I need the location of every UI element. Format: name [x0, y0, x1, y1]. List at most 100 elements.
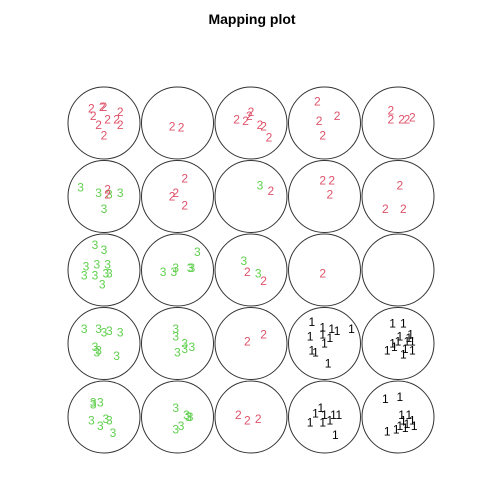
point-label: 2: [409, 111, 416, 125]
point-label: 1: [391, 340, 398, 354]
cell-r4-c2: 333 333: [141, 307, 214, 380]
point-label: 2: [242, 114, 249, 128]
point-label: 3: [187, 261, 194, 275]
point-label: 1: [319, 320, 326, 334]
point-label: 1: [336, 408, 343, 422]
point-label: 2: [233, 112, 240, 126]
point-label: 3: [187, 410, 194, 424]
point-label: 3: [117, 326, 124, 340]
point-label: 1: [400, 347, 407, 361]
point-label: 1: [319, 415, 326, 429]
point-label: 3: [88, 414, 95, 428]
point-label: 2: [117, 118, 124, 132]
point-label: 2: [387, 103, 394, 117]
point-label: 1: [325, 356, 332, 370]
point-label: 1: [396, 390, 403, 404]
point-label: 3: [172, 261, 179, 275]
point-label: 3: [181, 342, 188, 356]
point-label: 3: [172, 423, 179, 437]
point-label: 2: [396, 179, 403, 193]
point-label: 2: [267, 184, 274, 198]
point-label: 1: [411, 419, 418, 433]
point-label: 2: [99, 100, 106, 114]
cell-circle: [141, 160, 214, 233]
cell-circle: [361, 233, 435, 307]
cell-r1-c1: 2 22 22 2 22 22: [67, 86, 141, 160]
cell-circle: [67, 307, 141, 380]
point-label: 3: [81, 322, 88, 336]
point-label: 3: [106, 414, 113, 428]
point-label: 1: [393, 423, 400, 437]
point-label: 1: [332, 428, 339, 442]
point-label: 3: [185, 410, 192, 424]
point-label: 2: [244, 265, 251, 279]
cell-circle: [288, 160, 361, 233]
point-label: 1: [312, 406, 319, 420]
point-label: 1: [407, 328, 414, 342]
point-label: 2: [88, 102, 95, 116]
point-label: 2: [117, 105, 124, 119]
point-label: 2: [319, 267, 326, 281]
point-label: 2: [328, 173, 335, 187]
cell-circle: [141, 233, 214, 307]
point-label: 2: [314, 94, 321, 108]
point-label: 3: [83, 259, 90, 273]
point-label: 3: [113, 349, 120, 363]
point-label: 2: [248, 105, 255, 119]
point-label: 2: [334, 109, 341, 123]
cell-circle: [141, 86, 214, 160]
point-label: 1: [389, 317, 396, 331]
point-label: 1: [327, 331, 334, 345]
point-label: 1: [389, 337, 396, 351]
point-label: 3: [102, 267, 109, 281]
point-label: 3: [90, 396, 97, 410]
cell-circle: [214, 380, 288, 454]
point-label: 3: [106, 188, 113, 202]
point-label: 1: [348, 322, 355, 336]
point-label: 3: [81, 268, 88, 282]
cell-r3-c3: 32 32: [214, 233, 288, 307]
point-label: 2: [387, 112, 394, 126]
point-label: 1: [404, 335, 411, 349]
point-label: 2: [244, 335, 251, 349]
point-label: 3: [172, 401, 179, 415]
point-label: 2: [266, 130, 273, 144]
point-label: 3: [181, 337, 188, 351]
cell-r4-c3: 22: [214, 307, 288, 380]
cell-r3-c4: 2: [288, 233, 361, 307]
cell-circle: [361, 307, 435, 380]
point-label: 2: [382, 202, 389, 216]
point-label: 2: [319, 129, 326, 143]
point-label: 3: [117, 186, 124, 200]
point-label: 3: [92, 340, 99, 354]
point-label: 2: [101, 100, 108, 114]
point-label: 1: [309, 315, 316, 329]
point-label: 2: [400, 202, 407, 216]
point-label: 3: [97, 419, 104, 433]
point-label: 2: [260, 274, 267, 288]
point-label: 2: [181, 172, 188, 186]
cell-r2-c4: 2 22: [288, 160, 361, 233]
cell-circle: [288, 86, 361, 160]
cell-r1-c3: 2 222 222: [214, 86, 288, 160]
point-label: 3: [255, 267, 262, 281]
point-label: 1: [396, 419, 403, 433]
cell-circle: [214, 86, 288, 160]
point-label: 2: [104, 188, 111, 202]
point-label: 1: [405, 331, 412, 345]
cell-circle: [67, 160, 141, 233]
point-label: 1: [400, 317, 407, 331]
cell-circle: [141, 380, 214, 454]
point-label: 2: [104, 182, 111, 196]
point-label: 3: [171, 265, 178, 279]
cell-circle: [361, 86, 435, 160]
point-label: 1: [318, 401, 325, 415]
point-label: 1: [409, 344, 416, 358]
point-label: 1: [312, 346, 319, 360]
point-label: 3: [194, 245, 201, 259]
